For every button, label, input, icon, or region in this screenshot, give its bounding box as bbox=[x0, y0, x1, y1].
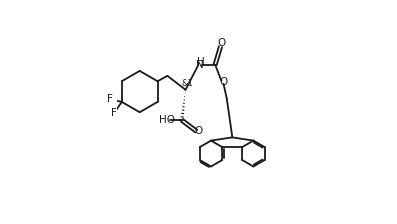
Text: O: O bbox=[217, 38, 225, 48]
Text: HO: HO bbox=[159, 115, 175, 125]
Text: F: F bbox=[111, 108, 117, 118]
Text: H: H bbox=[197, 57, 204, 67]
Text: F: F bbox=[107, 94, 113, 104]
Text: O: O bbox=[220, 77, 228, 87]
Text: N: N bbox=[196, 60, 204, 70]
Text: &1: &1 bbox=[181, 79, 193, 88]
Text: O: O bbox=[195, 126, 203, 136]
